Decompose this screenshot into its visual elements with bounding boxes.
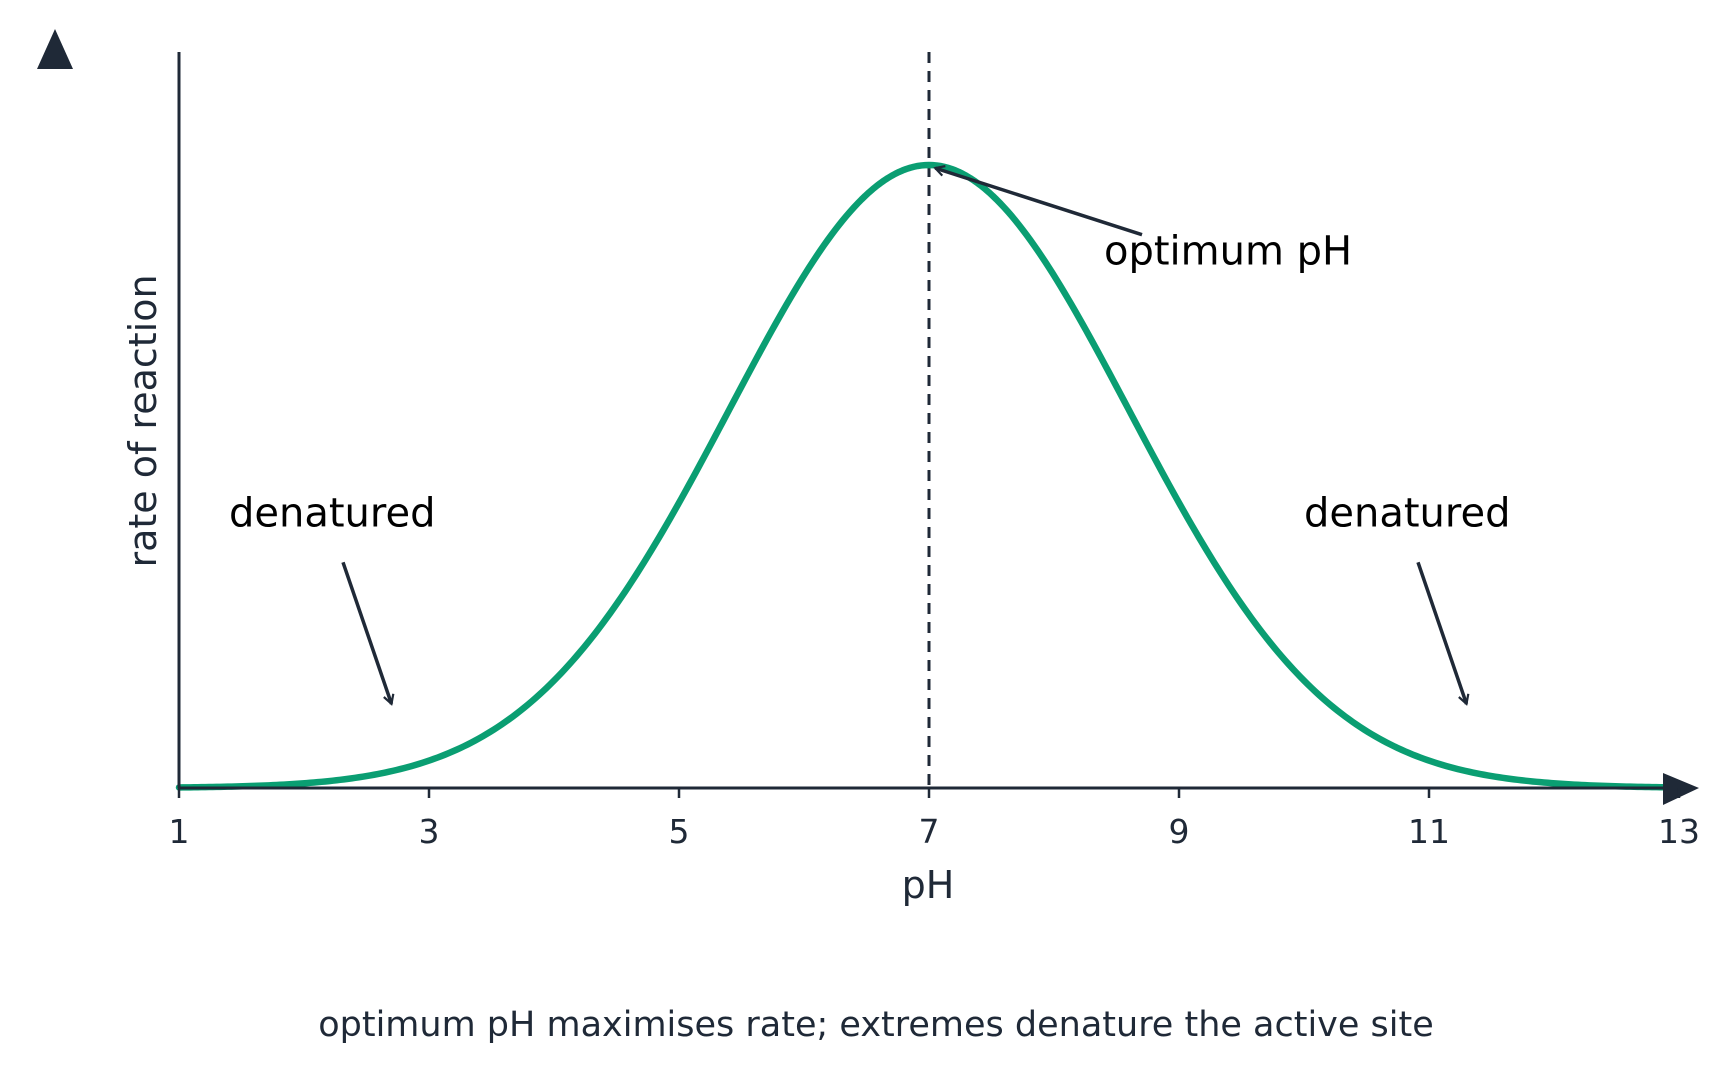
y-axis-arrowhead (37, 29, 73, 69)
chart-caption: optimum pH maximises rate; extremes dena… (318, 1005, 1434, 1045)
ticks-layer: 1 3 5 7 9 11 13 (169, 788, 1700, 851)
annotation-label-0: optimum pH (1104, 229, 1352, 275)
x-axis-arrowhead (1663, 773, 1699, 805)
curve-layer (175, 161, 1683, 791)
annotation-arrow-1 (341, 561, 392, 704)
rate-curve-0 (175, 161, 1683, 791)
x-tick-label-1: 1 (169, 812, 190, 851)
x-tick-label-3: 3 (419, 812, 440, 851)
x-tick-label-13: 13 (1658, 812, 1700, 851)
annotation-layer: optimum pH denatured denatured (229, 168, 1510, 704)
y-axis-label: rate of reaction (121, 274, 165, 567)
x-tick-label-9: 9 (1169, 812, 1190, 851)
x-tick-label-11: 11 (1408, 812, 1450, 851)
annotation-label-1: denatured (229, 490, 435, 536)
axes-layer (37, 29, 1699, 805)
x-tick-label-5: 5 (669, 812, 690, 851)
x-axis-label: pH (902, 863, 955, 907)
annotation-arrow-2 (1416, 561, 1467, 704)
annotation-arrow-0 (935, 168, 1143, 237)
x-tick-label-7: 7 (919, 812, 940, 851)
annotation-label-2: denatured (1304, 490, 1510, 536)
